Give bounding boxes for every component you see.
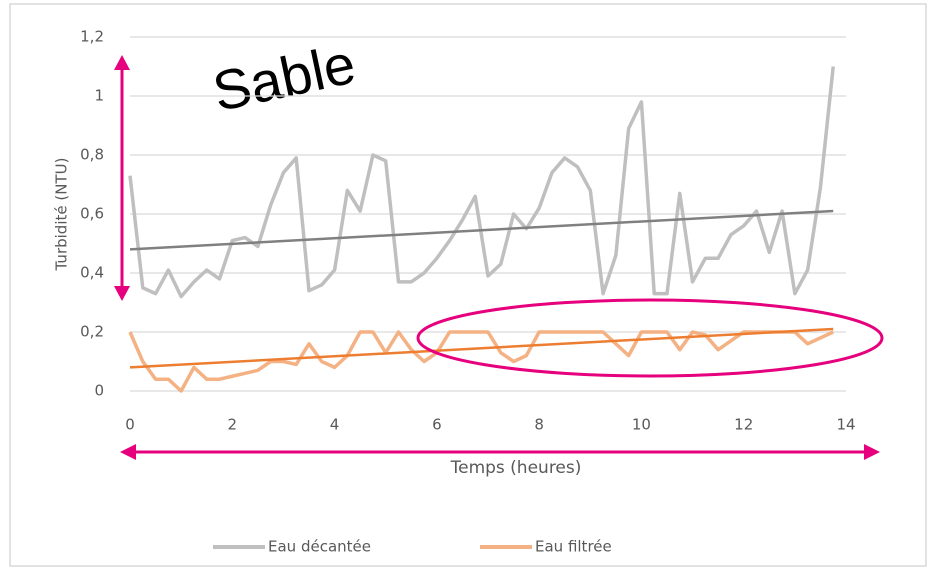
legend-label: Eau filtrée	[535, 538, 612, 556]
data-line	[128, 330, 834, 393]
x-tick-label: 10	[632, 416, 651, 434]
x-tick-label: 6	[432, 416, 442, 434]
x-tick-label: 8	[534, 416, 544, 434]
legend-label: Eau décantée	[268, 538, 371, 556]
y-axis-label: Turbidité (NTU)	[53, 158, 71, 272]
data-line	[128, 66, 835, 299]
highlight-ellipse	[416, 298, 884, 378]
x-tick-label: 14	[836, 416, 855, 434]
y-tick-label: 1	[94, 87, 104, 105]
trend-line	[129, 327, 834, 369]
y-tick-label: 0,2	[80, 323, 104, 341]
y-tick-label: 0	[94, 382, 104, 400]
arrow-head	[120, 444, 136, 460]
annotation: Sable	[207, 32, 360, 123]
y-tick-label: 0,6	[80, 205, 104, 223]
frame	[9, 3, 927, 567]
x-axis-label: Temps (heures)	[450, 458, 582, 478]
trend-line	[129, 209, 834, 251]
y-tick-label: 0,8	[80, 146, 104, 164]
x-tick-label: 0	[125, 416, 135, 434]
arrow-head	[864, 444, 880, 460]
x-tick-label: 4	[330, 416, 340, 434]
pink-arrows	[114, 55, 884, 460]
arrow-head	[114, 55, 130, 70]
x-tick-label: 12	[734, 416, 753, 434]
y-tick-label: 0,4	[80, 264, 104, 282]
arrow-head	[114, 286, 130, 301]
y-tick-label: 1,2	[80, 28, 104, 46]
x-tick-label: 2	[228, 416, 238, 434]
